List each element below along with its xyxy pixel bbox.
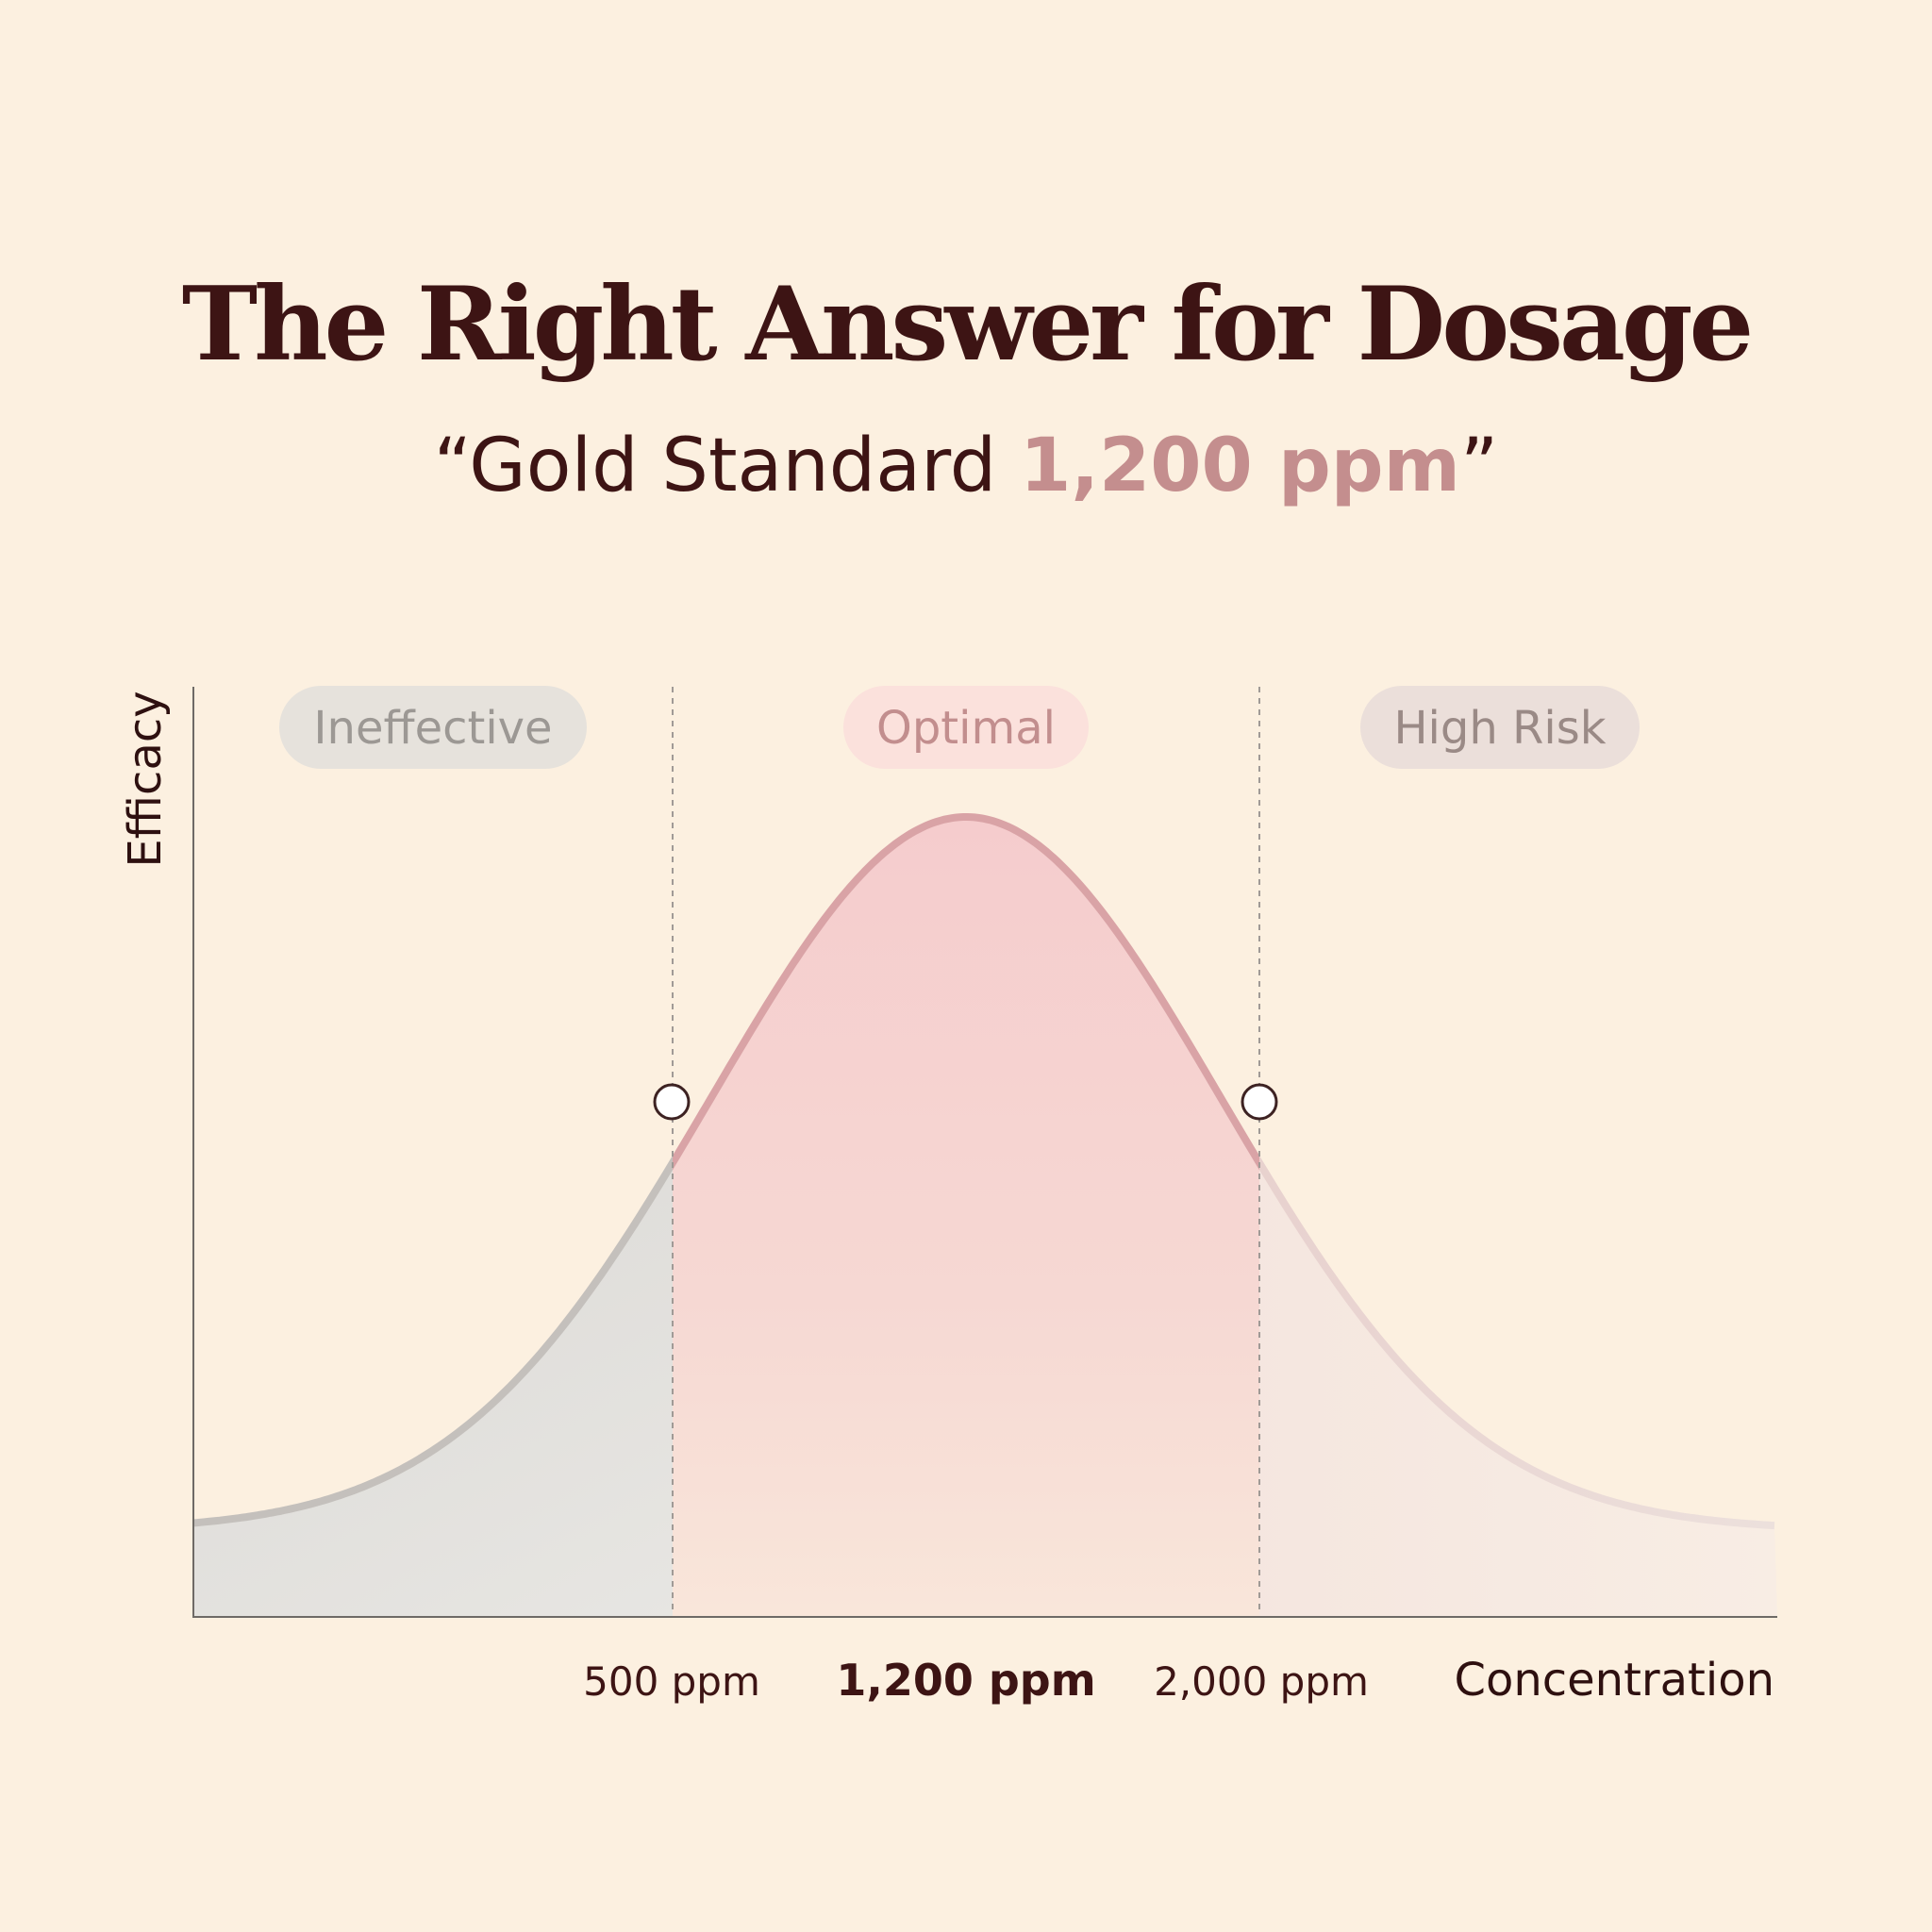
x-tick-label-500: 500 ppm — [583, 1658, 760, 1705]
zone-pill-high-risk: High Risk — [1360, 686, 1640, 769]
subtitle-prefix: “Gold Standard — [433, 424, 1021, 508]
subtitle-suffix: ” — [1459, 424, 1499, 508]
zone-label-ineffective: Ineffective — [313, 702, 552, 755]
x-tick-label-1200: 1,200 ppm — [836, 1655, 1095, 1706]
x-tick-label-2000: 2,000 ppm — [1154, 1658, 1369, 1705]
zone-pill-ineffective: Ineffective — [279, 686, 587, 769]
boundary-marker-2000 — [1241, 1083, 1278, 1121]
curve-line-ineffective — [193, 1155, 673, 1527]
area-high-risk — [1259, 1162, 1777, 1617]
chart-title: The Right Answer for Dosage — [181, 265, 1755, 384]
chart-subtitle: “Gold Standard 1,200 ppm” — [0, 429, 1932, 503]
curve-line-high-risk — [1259, 1155, 1775, 1530]
zone-label-optimal: Optimal — [876, 702, 1056, 755]
area-ineffective — [193, 1162, 673, 1617]
area-optimal — [673, 817, 1259, 1617]
boundary-marker-500 — [653, 1083, 691, 1121]
curve-line-optimal — [673, 813, 1259, 1171]
subtitle-highlight: 1,200 ppm — [1020, 424, 1460, 508]
y-axis-title: Efficacy — [119, 691, 172, 867]
zone-pill-optimal: Optimal — [843, 686, 1089, 769]
zone-label-high-risk: High Risk — [1393, 702, 1606, 755]
x-axis-title: Concentration — [1454, 1654, 1774, 1707]
